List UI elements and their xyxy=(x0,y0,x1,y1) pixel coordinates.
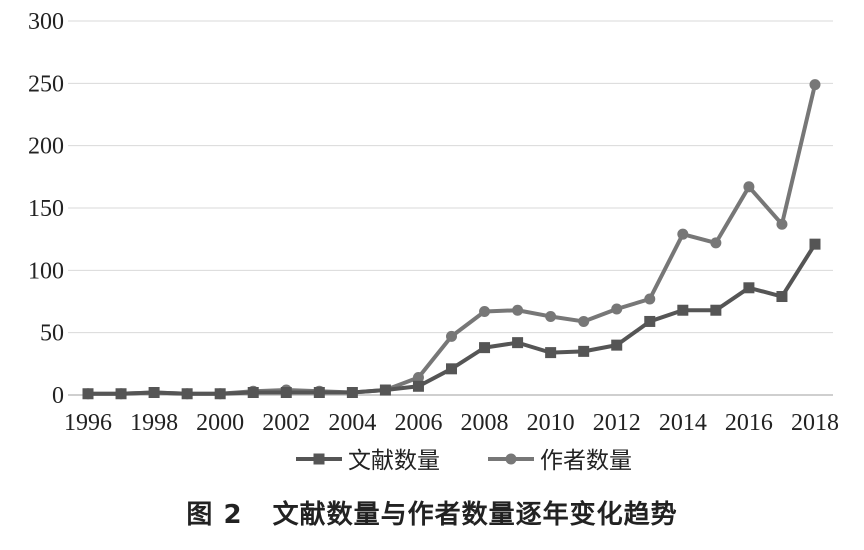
data-point xyxy=(809,238,821,250)
x-tick-label: 2018 xyxy=(791,410,839,436)
y-tick-label: 100 xyxy=(28,258,64,284)
data-point xyxy=(446,330,457,342)
line-chart: 0 50 100 150 200 250 300 1996 1998 2000 2002 2004 2… xyxy=(28,9,839,474)
x-tick-label: 2012 xyxy=(593,410,641,436)
data-point xyxy=(446,363,457,375)
series-layer xyxy=(82,79,821,400)
data-point xyxy=(313,387,325,399)
data-point xyxy=(148,387,160,399)
data-point xyxy=(412,372,424,384)
legend-marker xyxy=(505,453,517,465)
x-tick-label: 2010 xyxy=(527,410,575,436)
data-point xyxy=(776,291,788,303)
data-point xyxy=(479,305,491,317)
figure-title: 文献数量与作者数量逐年变化趋势 xyxy=(272,500,678,530)
y-axis-ticks: 0 50 100 150 200 250 300 xyxy=(28,9,64,409)
data-point xyxy=(512,337,524,349)
data-point xyxy=(743,282,755,294)
data-point xyxy=(809,79,821,91)
x-tick-label: 2002 xyxy=(262,410,310,436)
y-tick-label: 300 xyxy=(28,9,64,35)
legend-item: 作者数量 xyxy=(488,448,632,474)
legend-item: 文献数量 xyxy=(296,448,440,474)
series-1 xyxy=(82,238,821,400)
data-point xyxy=(578,345,590,357)
data-point xyxy=(479,342,491,354)
data-point xyxy=(181,388,193,400)
series-2 xyxy=(82,79,821,400)
data-point xyxy=(214,388,226,400)
data-point xyxy=(644,293,656,305)
data-point xyxy=(644,315,656,327)
x-tick-label: 2006 xyxy=(394,410,442,436)
data-point xyxy=(677,304,689,316)
data-point xyxy=(677,228,689,240)
data-point xyxy=(545,310,557,322)
x-tick-label: 2008 xyxy=(461,410,509,436)
data-point xyxy=(412,380,424,392)
data-point xyxy=(280,387,292,399)
data-point xyxy=(247,387,259,399)
y-tick-label: 50 xyxy=(40,321,64,347)
x-axis: 1996 1998 2000 2002 2004 2006 2008 2010 2012 2014… xyxy=(64,394,839,436)
data-point xyxy=(743,181,755,193)
data-point xyxy=(346,387,358,399)
x-tick-label: 2000 xyxy=(196,410,244,436)
data-point xyxy=(710,304,722,316)
figure-number: 图 2 xyxy=(186,500,243,530)
figure-caption: 图 2 文献数量与作者数量逐年变化趋势 xyxy=(0,494,864,531)
data-point xyxy=(611,339,623,351)
data-point xyxy=(512,304,524,316)
y-tick-label: 0 xyxy=(52,383,64,409)
data-point xyxy=(379,384,391,396)
data-point xyxy=(710,237,722,249)
x-tick-label: 1998 xyxy=(130,410,178,436)
x-tick-label: 1996 xyxy=(64,410,112,436)
data-point xyxy=(578,315,590,327)
legend-marker xyxy=(313,453,325,465)
data-point xyxy=(776,218,788,230)
legend-label: 作者数量 xyxy=(540,448,632,474)
y-tick-label: 250 xyxy=(28,71,64,97)
series-line xyxy=(88,84,817,396)
grid-lines xyxy=(68,20,833,334)
data-point xyxy=(115,388,127,400)
x-tick-label: 2014 xyxy=(659,410,707,436)
data-point xyxy=(82,388,94,400)
y-tick-label: 150 xyxy=(28,196,64,222)
y-tick-label: 200 xyxy=(28,134,64,160)
data-point xyxy=(545,347,557,359)
x-tick-label: 2016 xyxy=(725,410,773,436)
x-tick-label: 2004 xyxy=(328,410,376,436)
legend: 文献数量 作者数量 xyxy=(296,448,632,474)
data-point xyxy=(611,303,623,315)
legend-label: 文献数量 xyxy=(348,448,440,474)
